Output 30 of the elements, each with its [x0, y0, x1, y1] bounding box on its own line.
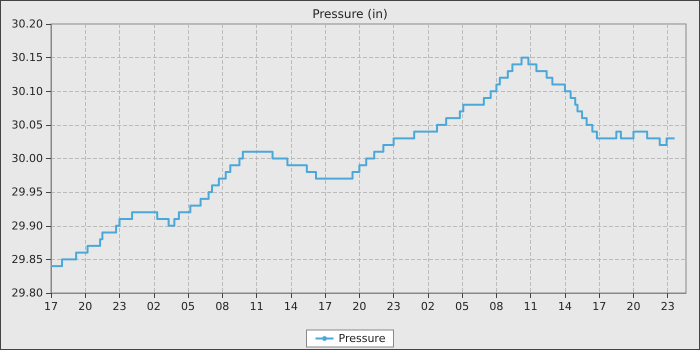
x-tick-label: 02	[146, 300, 161, 313]
x-tick-label: 05	[455, 300, 470, 313]
x-tick-label: 23	[112, 300, 127, 313]
x-tick-label: 11	[524, 300, 538, 313]
x-tick-label: 14	[284, 300, 298, 313]
x-tick-label: 20	[78, 300, 92, 313]
legend-label: Pressure	[338, 332, 386, 345]
y-tick-label: 30.15	[12, 51, 43, 64]
y-tick-label: 29.95	[12, 186, 43, 199]
x-tick-label: 17	[592, 300, 606, 313]
x-tick-label: 23	[386, 300, 401, 313]
x-tick-label: 02	[420, 300, 435, 313]
y-tick-label: 29.85	[12, 252, 43, 266]
x-tick-label: 17	[44, 300, 58, 313]
y-tick-label: 30.10	[12, 84, 43, 98]
x-tick-label: 08	[489, 300, 504, 313]
y-tick-label: 30.20	[12, 18, 43, 30]
y-tick-label: 29.90	[12, 219, 43, 232]
y-tick-label: 30.05	[12, 118, 43, 132]
x-tick-label: 17	[318, 300, 332, 313]
x-tick-label: 11	[250, 300, 264, 313]
x-tick-label: 23	[660, 300, 675, 313]
x-tick-label: 20	[352, 300, 366, 313]
y-tick-label: 30.00	[12, 152, 43, 165]
chart-title: Pressure (in)	[312, 7, 388, 21]
x-tick-label: 05	[181, 300, 196, 313]
x-tick-label: 08	[215, 300, 230, 313]
x-tick-label: 20	[626, 300, 640, 313]
y-tick-label: 29.80	[12, 286, 43, 300]
x-tick-label: 14	[558, 300, 572, 313]
